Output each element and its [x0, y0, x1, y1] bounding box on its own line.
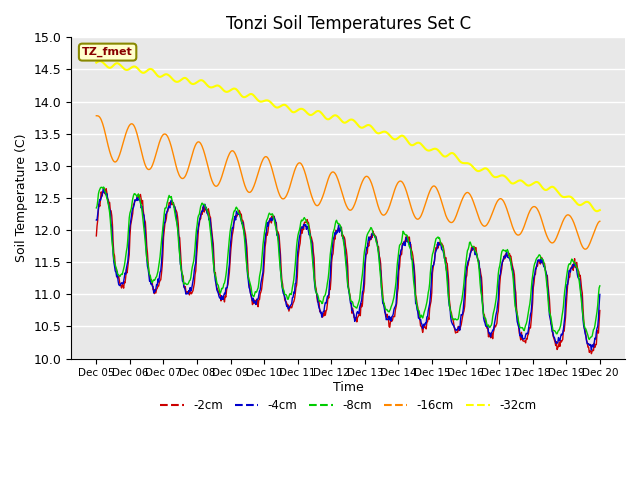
- Text: TZ_fmet: TZ_fmet: [82, 47, 133, 57]
- X-axis label: Time: Time: [333, 381, 364, 394]
- Y-axis label: Soil Temperature (C): Soil Temperature (C): [15, 134, 28, 262]
- Legend: -2cm, -4cm, -8cm, -16cm, -32cm: -2cm, -4cm, -8cm, -16cm, -32cm: [156, 395, 541, 417]
- Title: Tonzi Soil Temperatures Set C: Tonzi Soil Temperatures Set C: [225, 15, 470, 33]
